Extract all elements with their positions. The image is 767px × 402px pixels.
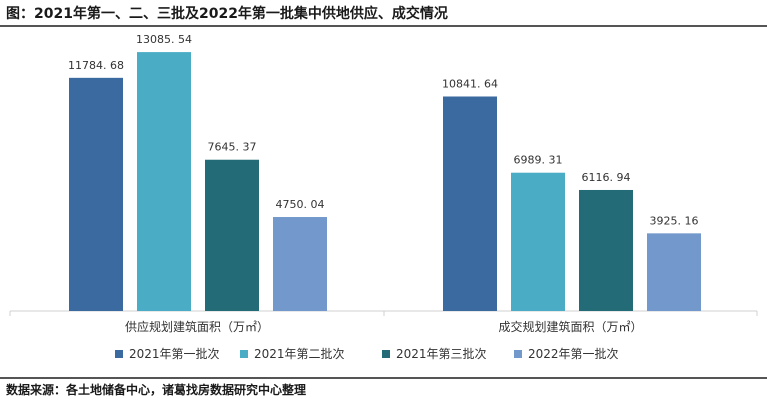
legend-item-2: 2021年第二批次 (240, 345, 345, 362)
value-label-1-3: 7645. 37 (208, 141, 257, 154)
legend-swatch (382, 349, 390, 358)
bar-2-3 (579, 189, 633, 311)
value-label-1-1: 11784. 68 (68, 59, 124, 72)
legend-swatch (514, 349, 522, 358)
bar-1-2 (137, 52, 191, 311)
value-labels-group: 11784. 68 13085. 54 7645. 37 4750. 04 10841.… (68, 33, 698, 227)
bar-2-4 (647, 233, 701, 311)
value-label-2-2: 6989. 31 (514, 154, 563, 167)
bar-2-1 (443, 96, 497, 311)
value-label-2-1: 10841. 64 (442, 77, 498, 90)
value-label-1-2: 13085. 54 (136, 33, 192, 46)
legend: 2021年第一批次 2021年第二批次 2021年第三批次 2022年第一批次 (0, 345, 767, 361)
bottom-rule (0, 377, 767, 379)
category-label-2: 成交规划建筑面积（万㎡） (498, 319, 642, 334)
bar-chart: 11784. 68 13085. 54 7645. 37 4750. 04 10841.… (9, 33, 758, 334)
bar-1-3 (205, 159, 259, 311)
value-label-2-3: 6116. 94 (582, 171, 631, 184)
category-label-1: 供应规划建筑面积（万㎡） (125, 319, 269, 334)
top-rule (0, 25, 767, 27)
legend-item-4: 2022年第一批次 (514, 345, 619, 362)
bars-group (69, 52, 701, 311)
legend-swatch (115, 349, 123, 358)
legend-swatch (240, 349, 248, 358)
legend-label: 2021年第二批次 (254, 347, 345, 361)
legend-label: 2021年第一批次 (129, 347, 220, 361)
category-labels-group: 供应规划建筑面积（万㎡） 成交规划建筑面积（万㎡） (9, 311, 758, 334)
source-note: 数据来源：各土地储备中心，诸葛找房数据研究中心整理 (6, 383, 307, 397)
bar-2-2 (511, 172, 565, 311)
value-label-1-4: 4750. 04 (276, 198, 325, 211)
legend-item-1: 2021年第一批次 (115, 345, 220, 362)
bar-1-4 (273, 217, 327, 311)
legend-label: 2022年第一批次 (528, 347, 619, 361)
legend-label: 2021年第三批次 (396, 347, 487, 361)
legend-item-3: 2021年第三批次 (382, 345, 487, 362)
value-label-2-4: 3925. 16 (650, 214, 699, 227)
bar-1-1 (69, 77, 123, 311)
chart-title: 图：2021年第一、二、三批及2022年第一批集中供地供应、成交情况 (6, 6, 448, 22)
